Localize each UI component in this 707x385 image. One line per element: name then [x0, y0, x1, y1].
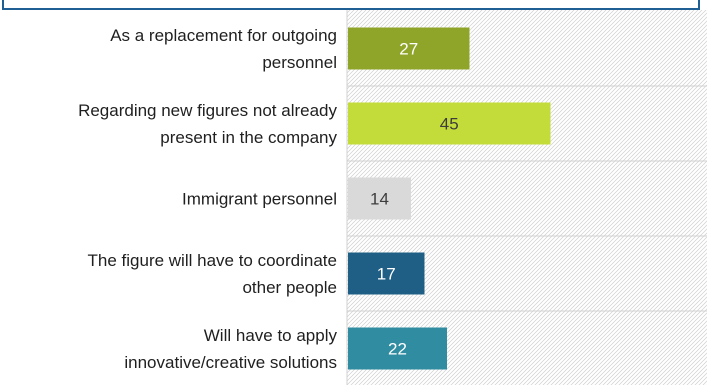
category-labels: As a replacement for outgoing personnel Re…	[78, 26, 337, 372]
category-label: personnel	[262, 53, 337, 72]
category-label: Will have to apply	[204, 326, 338, 345]
category-label: present in the company	[160, 128, 337, 147]
category-label: other people	[242, 278, 337, 297]
bar	[348, 327, 447, 370]
category-label: Immigrant personnel	[182, 190, 337, 209]
bar	[348, 102, 551, 145]
bar	[348, 27, 470, 70]
category-label: innovative/creative solutions	[124, 353, 337, 372]
data-label: 22	[388, 340, 407, 359]
category-label: The figure will have to coordinate	[88, 251, 337, 270]
bars: 27 45 14 17 22	[348, 27, 551, 370]
bar	[348, 252, 425, 295]
data-label: 45	[440, 115, 459, 134]
bar	[348, 177, 411, 220]
data-label: 27	[399, 40, 418, 59]
category-label: As a replacement for outgoing	[110, 26, 337, 45]
category-label: Regarding new figures not already	[78, 101, 337, 120]
data-label: 17	[377, 265, 396, 284]
header-frame	[2, 0, 700, 10]
gridlines	[346, 10, 707, 385]
data-label: 14	[370, 190, 389, 209]
